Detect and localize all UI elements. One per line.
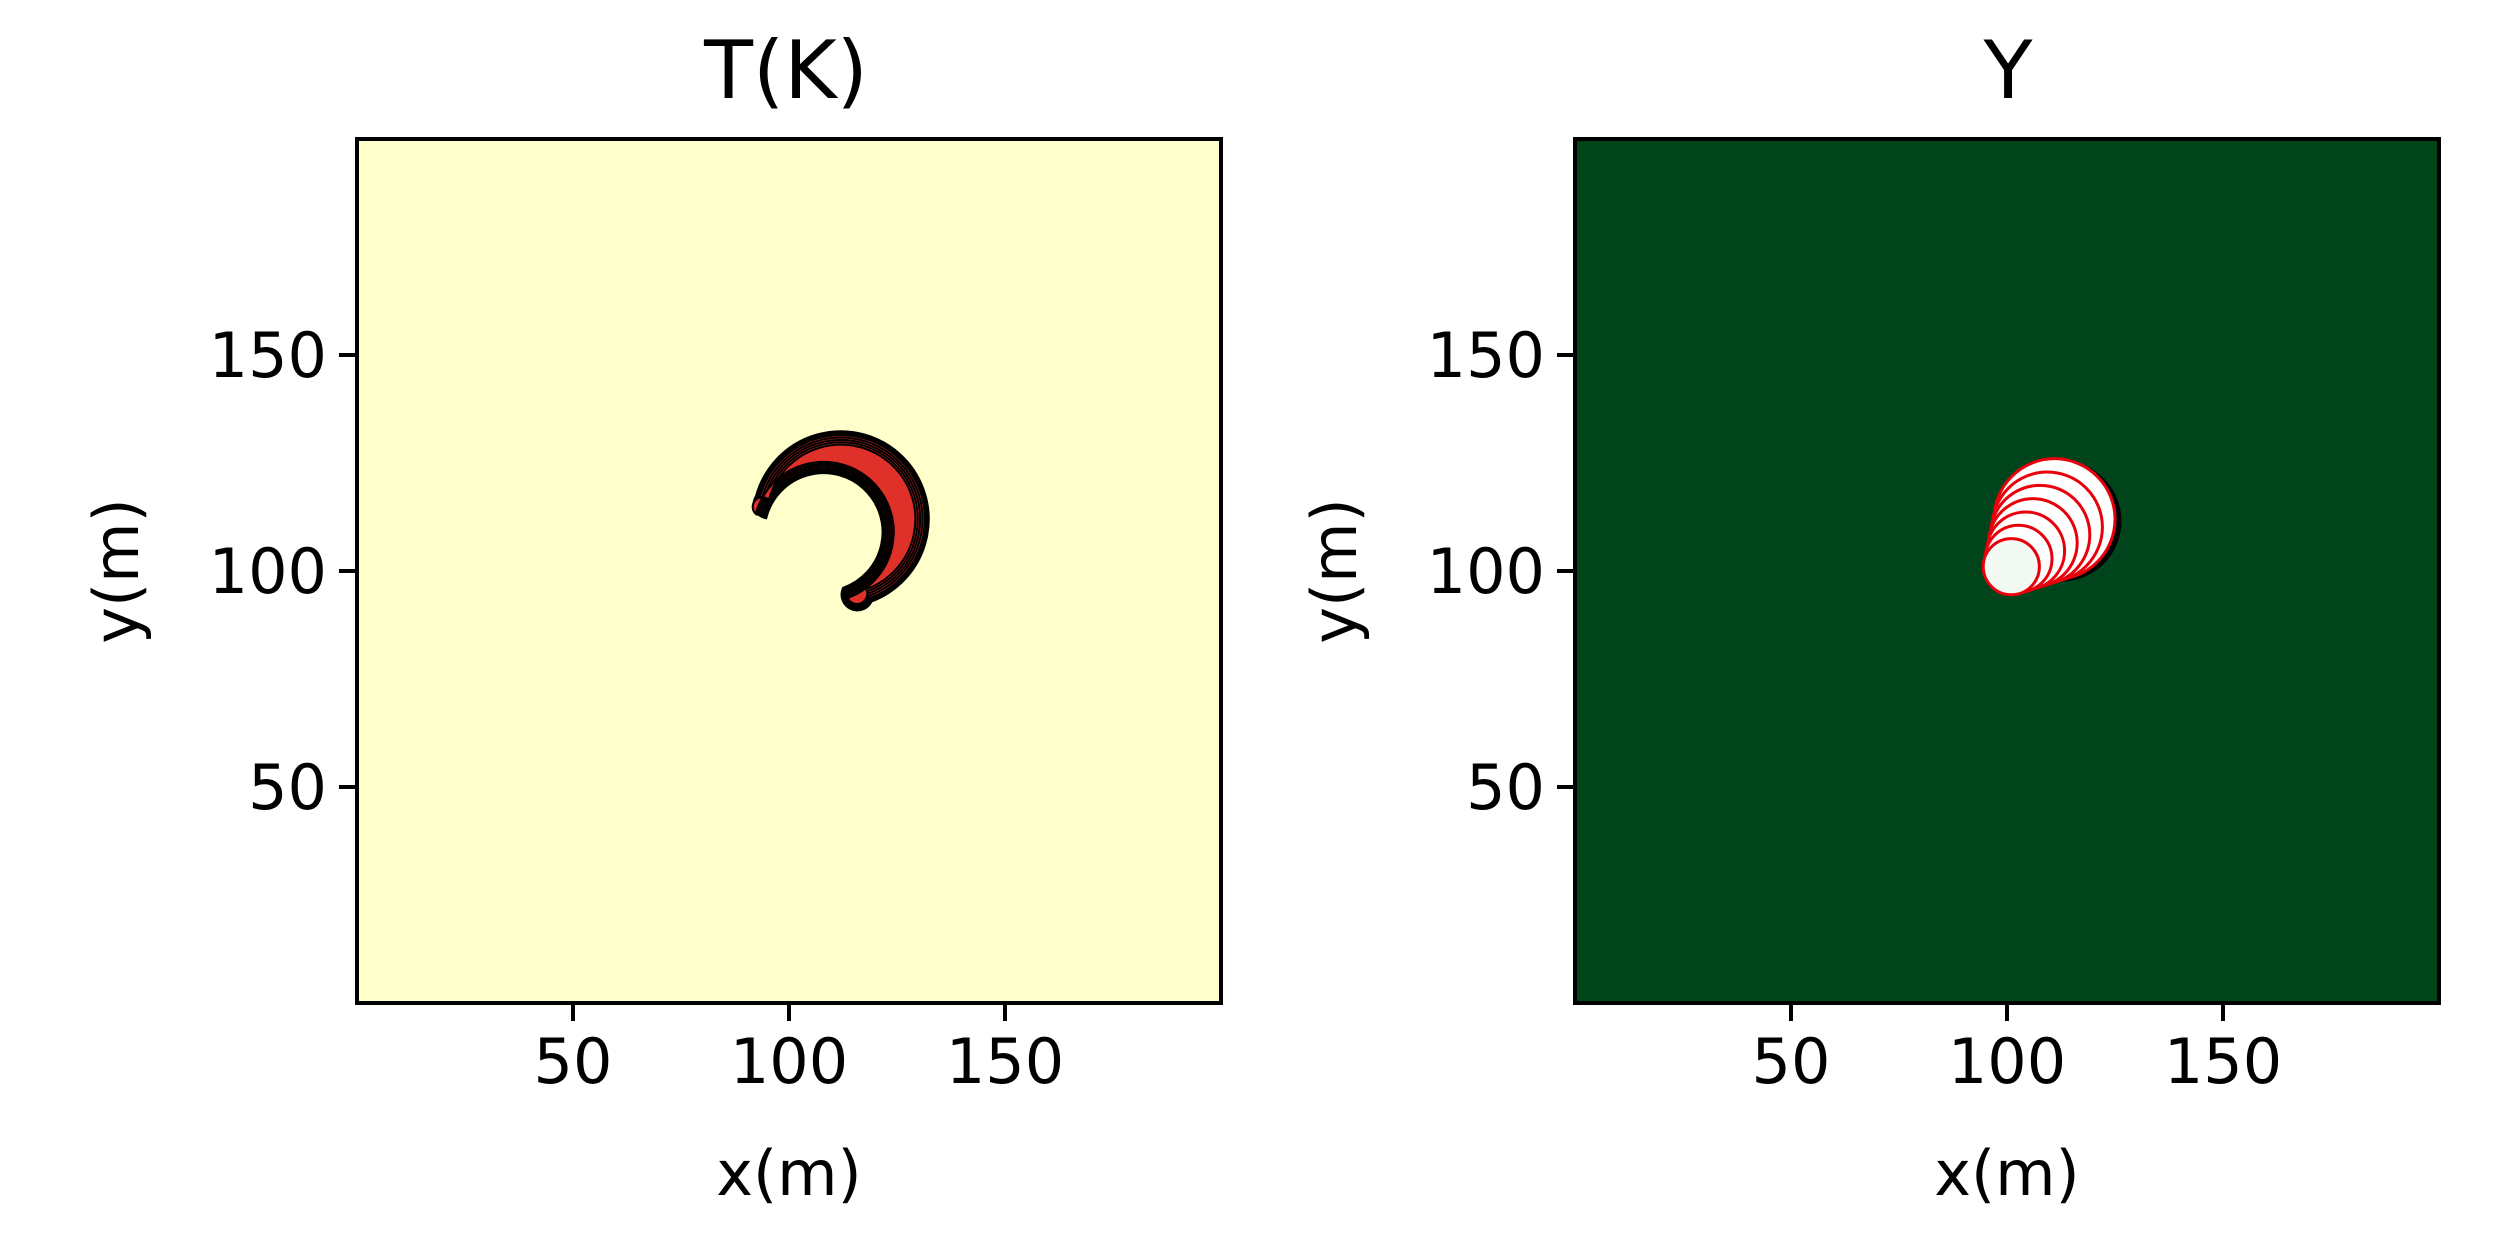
mass-fraction-contour (1981, 537, 2041, 597)
y-tick-label: 50 (248, 751, 327, 824)
plot-feature-layer (751, 430, 930, 612)
y-axis: 50 100 150 (1427, 319, 1575, 824)
x-tick-label: 100 (1948, 1025, 2066, 1098)
x-axis-label: x(m) (716, 1137, 861, 1210)
x-tick-label: 50 (534, 1025, 613, 1098)
y-tick-label: 150 (1427, 319, 1545, 392)
plot-background (357, 139, 1221, 1003)
x-tick-label: 150 (2164, 1025, 2282, 1098)
y-tick-label: 50 (1466, 751, 1545, 824)
x-tick-label: 150 (946, 1025, 1064, 1098)
y-tick-label: 150 (209, 319, 327, 392)
temperature-contour-band (751, 443, 917, 605)
x-axis-label: x(m) (1934, 1137, 2079, 1210)
panel-title: Y (1983, 24, 2034, 117)
temperature-panel: T(K) 50 100 150 50 100 150 x(m) y(m) (80, 24, 1223, 1210)
x-tick-label: 100 (730, 1025, 848, 1098)
y-axis: 50 100 150 (209, 319, 357, 824)
y-tick-label: 100 (209, 535, 327, 608)
y-axis-label: y(m) (1298, 498, 1371, 643)
x-axis: 50 100 150 (1752, 1003, 2282, 1098)
x-tick-label: 50 (1752, 1025, 1831, 1098)
x-axis: 50 100 150 (534, 1003, 1064, 1098)
y-tick-label: 100 (1427, 535, 1545, 608)
y-axis-label: y(m) (80, 498, 153, 643)
plot-feature-layer (1981, 457, 2122, 597)
mass-fraction-panel: Y 50 100 150 50 100 150 x(m) y(m) (1298, 24, 2441, 1210)
panel-title: T(K) (703, 24, 868, 117)
